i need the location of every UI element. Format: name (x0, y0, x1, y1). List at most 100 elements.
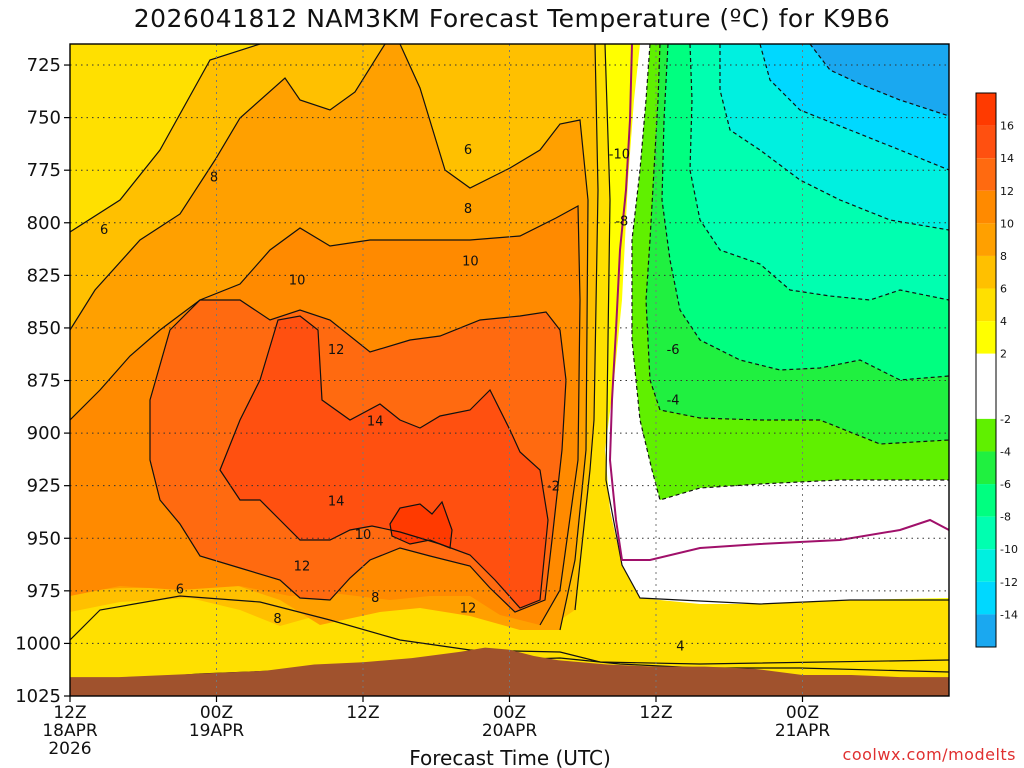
chart-title: 2026041812 NAM3KM Forecast Temperature (… (133, 4, 891, 33)
colorbar-label: -4 (1000, 445, 1011, 458)
contour-labels: 6 8 6 8 10 10 12 14 14 10 12 8 6 8 12 4 -2 -4 -6 -8 -10 (100, 143, 685, 655)
contour-neg8 (689, 44, 949, 301)
colorbar-label: -12 (1000, 576, 1018, 589)
contour-label: 10 (355, 528, 372, 543)
contour-label: -6 (667, 343, 680, 358)
colorbar-label: 16 (1000, 120, 1014, 133)
colorbar-label: -14 (1000, 608, 1018, 621)
y-tick-label: 800 (27, 213, 61, 234)
contour-label: 6 (176, 583, 184, 598)
contour-16 (389, 500, 453, 549)
colorbar-swatch (976, 418, 996, 452)
colorbar-label: 14 (1000, 152, 1014, 165)
contour-neg6 (661, 44, 949, 381)
colorbar-label: 10 (1000, 217, 1014, 230)
y-tick-label: 950 (27, 528, 61, 549)
colorbar-label: -2 (1000, 413, 1011, 426)
x-tick-label: 12Z (53, 703, 86, 723)
colorbar-label: -8 (1000, 511, 1011, 524)
contour-label: -10 (609, 147, 630, 162)
colorbar: 16 14 12 10 8 6 4 2 -2 -4 -6 -8 -10 -12 -14 (975, 92, 1018, 648)
colorbar-label: -10 (1000, 543, 1018, 556)
contour-neg4 (645, 44, 949, 445)
contour-label: 4 (676, 640, 684, 655)
x-tick-label: 12Z (346, 703, 379, 723)
colorbar-swatch (976, 353, 996, 419)
colorbar-swatch (976, 93, 996, 126)
fill-16-to-18 (390, 502, 452, 548)
contour-14 (219, 315, 549, 609)
y-tick-label: 975 (27, 581, 61, 602)
contour-label: 8 (210, 171, 218, 186)
contour-label: 14 (367, 414, 384, 429)
y-tick-label: 1025 (15, 686, 61, 707)
contour-neg12 (759, 44, 949, 171)
colorbar-label: 12 (1000, 185, 1014, 198)
colorbar-swatch (976, 484, 996, 517)
contour-10 (70, 205, 581, 626)
colorbar-swatch (976, 581, 996, 615)
freezing-line-0c (608, 44, 949, 561)
contour-6 (70, 44, 599, 611)
contour-label: 6 (464, 143, 472, 158)
colorbar-swatch (976, 614, 996, 647)
terrain-fill (70, 647, 949, 696)
contour-label: 12 (294, 560, 311, 575)
contour-label: 8 (371, 591, 379, 606)
contour-label: 6 (100, 223, 108, 238)
colorbar-label: 6 (1000, 283, 1007, 296)
x-tick-label: 00Z (786, 703, 819, 723)
y-tick-label: 1000 (15, 633, 61, 654)
y-tick-label: 725 (27, 55, 61, 76)
colorbar-swatch (976, 516, 996, 550)
colorbar-label: -6 (1000, 478, 1011, 491)
colorbar-swatch (976, 223, 996, 256)
fill-neg16-to-neg14 (810, 44, 949, 116)
x-tick-label: 19APR (189, 721, 245, 741)
colorbar-frame (975, 92, 997, 648)
contour-4 (70, 44, 949, 665)
x-tick-label: 18APR (42, 721, 98, 741)
fill-14-to-16 (220, 316, 548, 608)
y-tick-label: 750 (27, 108, 61, 129)
grid-layer (70, 44, 949, 696)
colorbar-swatch (976, 321, 996, 354)
watermark: coolwx.com/modelts (842, 745, 1016, 764)
colorbar-swatch (976, 549, 996, 582)
contour-label: 8 (464, 202, 472, 217)
colorbar-swatch (976, 125, 996, 159)
contour-neg14 (809, 44, 949, 117)
colorbar-label: 2 (1000, 348, 1007, 361)
contour-12 (149, 299, 567, 613)
colorbar-label: 8 (1000, 250, 1007, 263)
colorbar-swatch (976, 288, 996, 322)
colorbar-swatch (976, 158, 996, 191)
contour-label: 10 (462, 255, 479, 270)
contour-label: 12 (460, 602, 477, 617)
y-tick-label: 900 (27, 423, 61, 444)
y-tick-label: 775 (27, 160, 61, 181)
y-tick-label: 925 (27, 476, 61, 497)
contour-label: -8 (615, 215, 628, 230)
y-tick-label: 825 (27, 265, 61, 286)
colorbar-swatch (976, 255, 996, 289)
contour-neg10 (719, 44, 949, 231)
x-tick-label: 12Z (639, 703, 672, 723)
contour-8 (70, 44, 589, 631)
x-tick-label: 21APR (775, 721, 831, 741)
contour-label: 14 (328, 494, 345, 509)
contour-label: 8 (273, 612, 281, 627)
x-tick-label: 00Z (200, 703, 233, 723)
colorbar-label: 4 (1000, 315, 1007, 328)
contour-neg2 (631, 44, 949, 501)
x-tick-label: 20APR (482, 721, 538, 741)
contour-label: -4 (667, 393, 680, 408)
colorbar-swatch (976, 190, 996, 224)
x-tick-label: 2026 (48, 739, 91, 759)
contour-label: 10 (289, 274, 306, 289)
y-tick-label: 850 (27, 318, 61, 339)
terrain-layer (70, 647, 949, 696)
